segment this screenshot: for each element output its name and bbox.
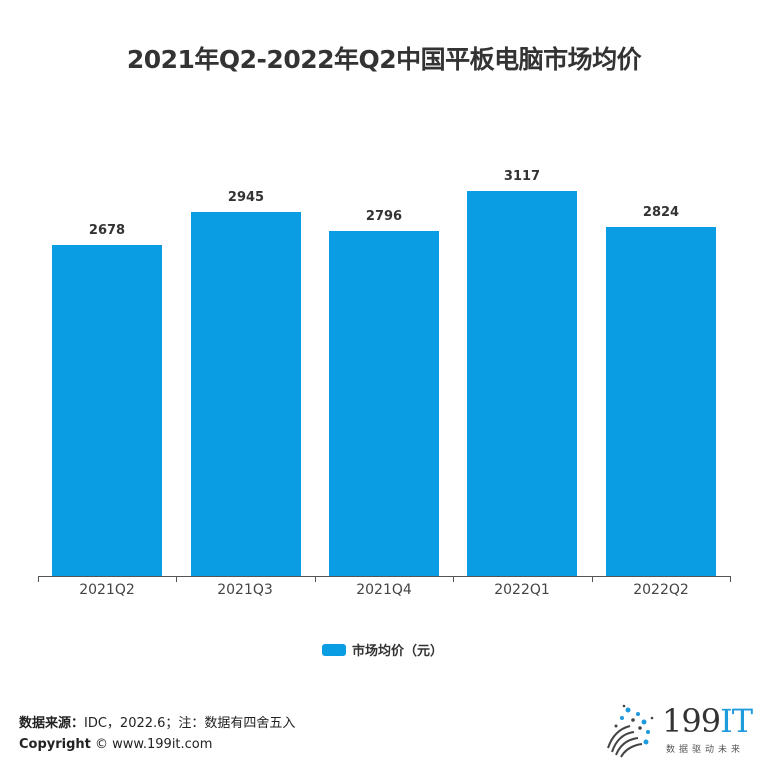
chart-title: 2021年Q2-2022年Q2中国平板电脑市场均价 (126, 45, 642, 74)
legend-swatch (322, 643, 346, 656)
x-axis-tick (592, 576, 593, 582)
logo-tagline: 数据驱动未来 (666, 745, 745, 755)
data-label: 2824 (642, 205, 680, 220)
x-tick-label: 2022Q2 (633, 582, 689, 598)
x-axis-line (38, 576, 730, 577)
data-label: 2796 (365, 209, 403, 224)
data-label: 3117 (503, 169, 541, 184)
copyright-label: Copyright (19, 737, 91, 752)
bar-2022Q2 (606, 227, 716, 576)
source-label: 数据来源： (19, 716, 85, 731)
x-tick-label: 2021Q4 (356, 582, 412, 598)
logo-wordmark: 199IT (662, 702, 753, 740)
bar-2021Q3 (191, 212, 301, 576)
data-label: 2945 (227, 190, 265, 205)
x-axis-tick (315, 576, 316, 582)
source-text: IDC，2022.6；注：数据有四舍五入 (84, 716, 296, 731)
copyright-note: Copyright © www.199it.com (19, 737, 212, 752)
x-axis-tick (176, 576, 177, 582)
bar-2021Q4 (329, 231, 439, 576)
legend-label: 市场均价（元） (352, 644, 444, 659)
x-axis-tick (38, 576, 39, 582)
x-axis-tick (453, 576, 454, 582)
source-note: 数据来源：IDC，2022.6；注：数据有四舍五入 (19, 712, 295, 731)
x-tick-label: 2021Q3 (217, 582, 273, 598)
x-tick-label: 2022Q1 (494, 582, 550, 598)
copyright-text: © www.199it.com (90, 737, 213, 752)
x-tick-label: 2021Q2 (79, 582, 135, 598)
data-label: 2678 (88, 223, 126, 238)
logo-dots-icon (607, 704, 654, 758)
bar-2021Q2 (52, 245, 162, 576)
brand-logo: 199IT 数据驱动未来 (600, 700, 760, 760)
x-axis-tick (730, 576, 731, 582)
legend: 市场均价（元） (322, 640, 443, 659)
bar-2022Q1 (467, 191, 577, 576)
